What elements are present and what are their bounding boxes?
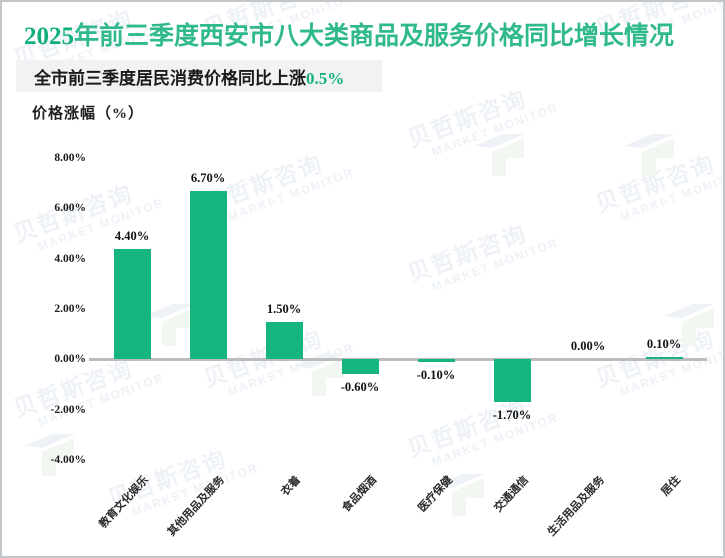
subtitle-prefix: 全市前三季度居民消费价格同比上涨 [34,69,306,88]
y-axis-tick-label: 4.00% [54,252,86,265]
bar[interactable] [493,359,531,403]
bar-value-label: -0.60% [340,380,380,395]
y-axis-tick-label: -4.00% [50,454,86,466]
bar-value-label: 1.50% [266,301,302,316]
y-axis-title: 价格涨幅（%） [32,106,145,122]
bar-value-label: 0.10% [646,336,682,351]
title-rest: 年前三季度西安市八大类商品及服务价格同比增长情况 [74,23,675,50]
bar[interactable] [417,359,455,362]
y-axis-tick-label: 2.00% [54,303,86,315]
y-axis-tick-label: 0.00% [54,353,86,366]
bar-value-label: 6.70% [190,170,226,185]
x-axis-tick-label: 教育文化娱乐 [97,474,151,531]
bar-value-label: 4.40% [114,228,150,243]
subtitle: 全市前三季度居民消费价格同比上涨0.5% [34,64,344,89]
subtitle-band [16,60,382,92]
subtitle-highlight-value: 0.5% [306,69,345,88]
bar[interactable] [113,248,151,360]
bar-value-label: -0.10% [416,367,456,382]
bar[interactable] [189,190,227,360]
y-axis-tick-label: 6.00% [54,202,86,215]
zero-baseline [89,358,707,362]
y-axis-tick-label: 8.00% [54,152,86,164]
bar[interactable] [341,359,379,375]
y-axis-tick-label: -2.00% [50,403,86,416]
bar[interactable] [645,356,683,360]
bar-value-label: 0.00% [570,339,606,354]
page-title: 2025年前三季度西安市八大类商品及服务价格同比增长情况 [24,16,674,52]
title-year: 2025 [24,23,74,50]
bar-value-label: -1.70% [492,408,532,423]
bar[interactable] [265,321,303,360]
